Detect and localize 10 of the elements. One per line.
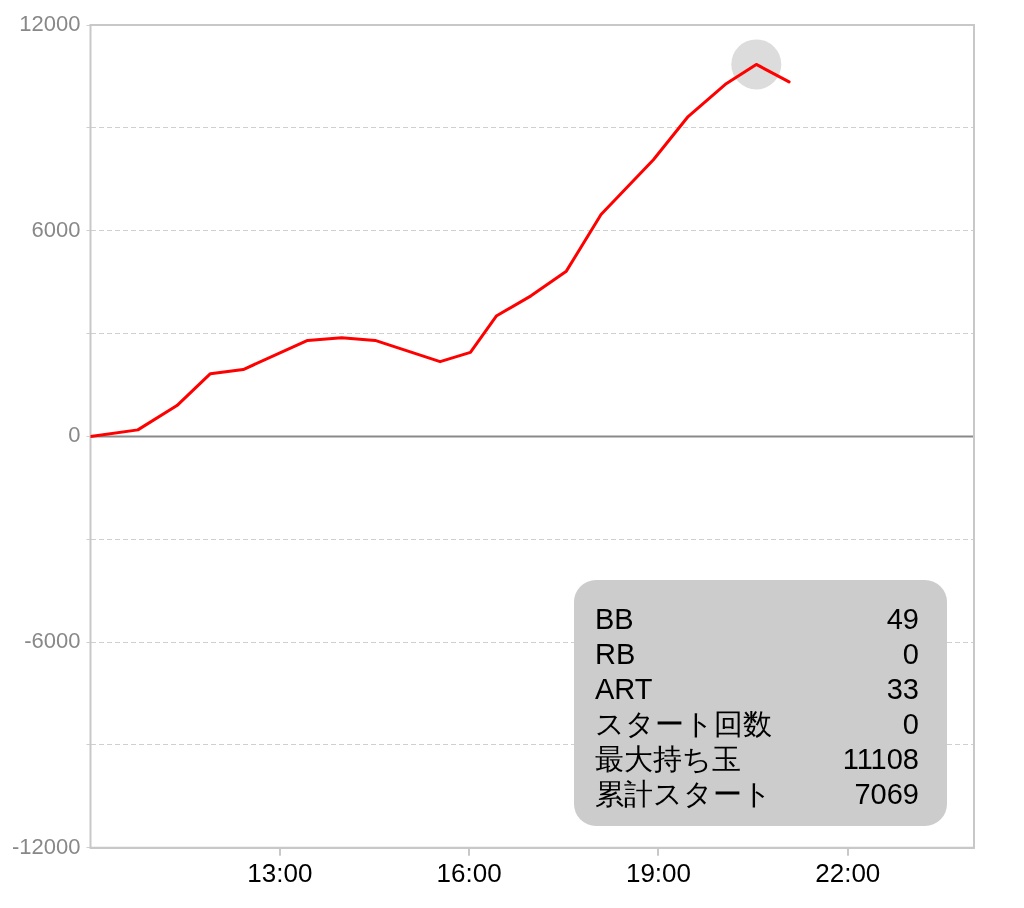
x-tick-label: 19:00 xyxy=(625,857,691,888)
x-tick-label: 16:00 xyxy=(436,857,502,888)
y-tick-label: 6000 xyxy=(31,216,81,242)
y-tick-label: -6000 xyxy=(24,628,81,654)
y-tick-label: 0 xyxy=(68,422,81,448)
y-tick-label: 12000 xyxy=(19,11,81,37)
y-tick-label: -12000 xyxy=(11,833,81,859)
x-tick-label: 13:00 xyxy=(247,857,313,888)
info-panel: BB 49 RB 0 ART 33 スタート回数 0 最大持ち玉 11108 累計スタート 7069 xyxy=(574,580,947,826)
x-tick-label: 22:00 xyxy=(815,857,881,888)
